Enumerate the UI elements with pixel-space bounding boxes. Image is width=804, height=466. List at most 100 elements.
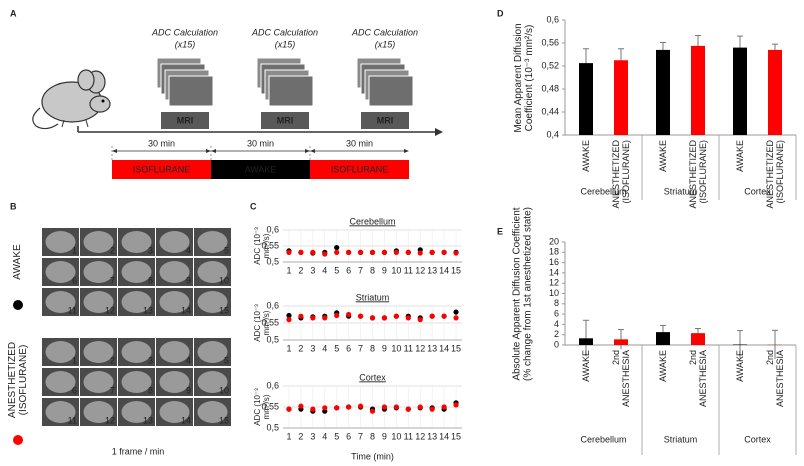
y-tick-label: 0,5	[266, 256, 279, 266]
data-point	[334, 312, 340, 319]
brain-slice	[197, 261, 228, 283]
y-tick-label: 0	[554, 339, 559, 349]
data-point	[381, 315, 388, 321]
bar	[614, 60, 628, 135]
brain-slice	[121, 231, 152, 253]
y-tick-label: 0,55	[261, 401, 279, 411]
brain-slice	[45, 341, 76, 363]
mri-box	[361, 112, 409, 129]
chart-title: Cerebellum	[349, 216, 395, 226]
data-point	[441, 249, 447, 255]
state-bar	[211, 160, 310, 179]
data-point	[322, 405, 328, 411]
y-tick-label: 0,52	[541, 60, 559, 70]
duration-label: 30 min	[247, 138, 274, 148]
x-tick-label: 10	[391, 431, 401, 441]
chart-title: Striatum	[356, 292, 390, 302]
x-tick-label: 13	[427, 431, 437, 441]
x-tick-label: 8	[370, 343, 375, 353]
data-point	[429, 249, 435, 255]
x-tick-label: 6	[346, 343, 351, 353]
data-point	[417, 250, 423, 256]
data-point	[417, 404, 423, 410]
y-tick-label: 0,55	[261, 240, 279, 250]
mouse-icon	[32, 69, 111, 130]
state-label: ISOFLURANE	[331, 164, 389, 174]
data-point	[322, 315, 328, 321]
panel-label: A	[10, 8, 17, 18]
panel-label: B	[10, 201, 17, 211]
bar	[733, 47, 747, 135]
y-tick-label: 20	[549, 236, 559, 246]
frame-number: 7	[110, 385, 115, 395]
x-tick-label: 4	[322, 431, 327, 441]
mri-label: MRI	[377, 115, 394, 125]
data-point	[298, 313, 304, 319]
group-label: Cerebellum	[580, 434, 626, 444]
data-point	[405, 406, 411, 412]
frame-number: 12	[105, 305, 115, 315]
step-title: ADC Calculation	[351, 27, 418, 37]
bar	[768, 49, 782, 135]
arrow-head	[310, 149, 315, 153]
x-tick-label: 5	[334, 343, 339, 353]
state-label: AWAKE	[245, 164, 277, 174]
y-tick-label: 0,6	[546, 14, 559, 24]
brain-slice	[159, 401, 190, 423]
brain-slice	[83, 261, 114, 283]
x-tick-label: 3	[310, 265, 315, 275]
frame-number: 13	[143, 305, 153, 315]
panel-label: C	[250, 201, 257, 211]
y-tick-label: 0,5	[266, 334, 279, 344]
x-tick-label: 2	[298, 343, 303, 353]
brain-slice	[159, 291, 190, 313]
data-point	[369, 408, 376, 414]
data-point	[405, 249, 411, 255]
y-tick-label: 0,44	[541, 106, 559, 116]
x-tick-label: 12	[415, 343, 425, 353]
frame-number: 15	[219, 415, 229, 425]
data-point	[441, 313, 447, 319]
brain-slice	[83, 371, 114, 393]
y-axis-label: Absolute Apparent Diffusion Coefficient …	[510, 206, 534, 381]
x-tick-label: 12	[415, 431, 425, 441]
x-tick-label: 5	[334, 265, 339, 275]
x-tick-label: 10	[391, 265, 401, 275]
brain-slice	[197, 401, 228, 423]
y-tick-label: 2	[554, 329, 559, 339]
bar	[691, 45, 705, 135]
frame-number: 11	[68, 305, 77, 315]
frame-number: 14	[181, 415, 191, 425]
frame-number: 1	[72, 245, 77, 255]
x-tick-label: 13	[427, 265, 437, 275]
x-tick-label: 1	[286, 265, 291, 275]
x-tick-label: 5	[334, 431, 339, 441]
brain-slice	[197, 291, 228, 313]
x-tick-label: 7	[358, 431, 363, 441]
brain-slice	[83, 341, 114, 363]
frame-number: 2	[110, 355, 115, 365]
brain-slice	[197, 231, 228, 253]
brain-slice	[159, 231, 190, 253]
bar	[579, 63, 593, 135]
bar-label: AWAKE	[580, 140, 591, 172]
x-tick-label: 3	[310, 431, 315, 441]
bar-label: AWAKE	[734, 350, 745, 382]
x-tick-label: 1	[286, 431, 291, 441]
x-tick-label: 14	[439, 265, 449, 275]
y-tick-label: 14	[549, 267, 559, 277]
x-tick-label: 13	[427, 343, 437, 353]
y-axis-label: Mean Apparent Diffusion Coefficient (10⁻…	[512, 22, 536, 133]
y-tick-label: 0,6	[266, 380, 279, 390]
data-point	[441, 404, 447, 410]
frame-number: 4	[186, 355, 191, 365]
mri-label: MRI	[277, 115, 294, 125]
caption: 1 frame / min	[112, 446, 165, 456]
brain-slice	[197, 371, 228, 393]
arrow-head	[112, 149, 117, 153]
data-point	[346, 311, 352, 318]
data-point	[334, 405, 340, 411]
frame-number: 2	[110, 245, 115, 255]
brain-slice	[83, 291, 114, 313]
